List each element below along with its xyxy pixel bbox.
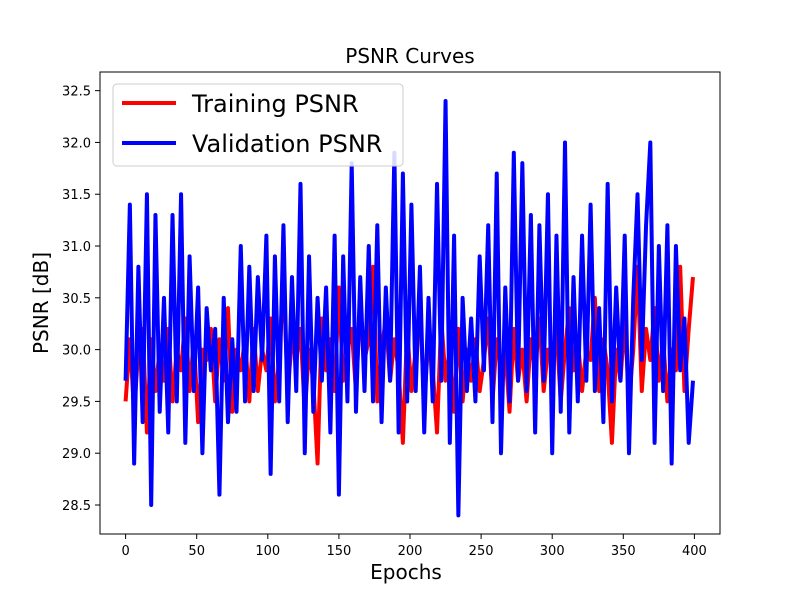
y-tick-label: 28.5	[62, 499, 91, 514]
y-tick-label: 31.0	[62, 240, 91, 255]
y-tick-label: 32.0	[62, 136, 91, 151]
y-axis-label: PSNR [dB]	[29, 252, 53, 354]
chart-title: PSNR Curves	[345, 44, 474, 68]
x-tick-label: 150	[326, 544, 351, 559]
x-axis-label: Epochs	[370, 560, 442, 584]
y-tick-label: 29.0	[62, 447, 91, 462]
y-tick-label: 32.5	[62, 85, 91, 100]
legend-validation-label: Validation PSNR	[192, 130, 382, 158]
x-axis-ticks: 0 50 100 150 200 250 300 350 400	[121, 534, 707, 559]
x-tick-label: 200	[398, 544, 423, 559]
y-tick-label: 31.5	[62, 188, 91, 203]
legend-box	[112, 83, 404, 167]
plot-lines	[123, 99, 695, 518]
x-tick-label: 250	[469, 544, 494, 559]
x-tick-label: 350	[611, 544, 636, 559]
y-tick-label: 29.5	[62, 395, 91, 410]
validation-psnr-line	[123, 99, 695, 518]
y-tick-label: 30.0	[62, 344, 91, 359]
legend: Training PSNR Validation PSNR	[112, 83, 404, 167]
x-tick-label: 300	[540, 544, 565, 559]
y-tick-label: 30.5	[62, 292, 91, 307]
x-tick-label: 400	[682, 544, 707, 559]
x-tick-label: 50	[188, 544, 205, 559]
y-axis-ticks: 28.5 29.0 29.5 30.0 30.5 31.0 31.5 32.0 32.5	[62, 85, 100, 514]
x-tick-label: 0	[121, 544, 129, 559]
x-tick-label: 100	[255, 544, 280, 559]
legend-training-label: Training PSNR	[191, 90, 359, 118]
